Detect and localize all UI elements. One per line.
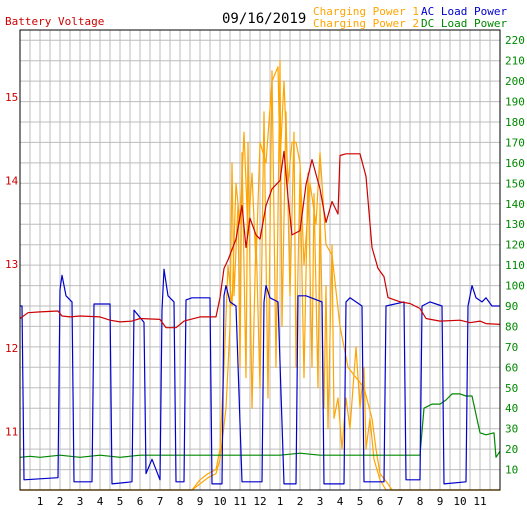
legend-charging-power-2: Charging Power 2 bbox=[313, 17, 419, 30]
right-axis-tick-label: 20 bbox=[505, 443, 518, 456]
right-axis-tick-label: 180 bbox=[505, 116, 525, 129]
left-axis-tick-label: 12 bbox=[5, 342, 18, 355]
x-axis-tick-label: 8 bbox=[177, 495, 184, 508]
right-axis-tick-label: 140 bbox=[505, 198, 525, 211]
x-axis-tick-label: 8 bbox=[417, 495, 424, 508]
right-axis-tick-label: 130 bbox=[505, 218, 525, 231]
x-axis-tick-label: 11 bbox=[233, 495, 246, 508]
right-axis-tick-label: 40 bbox=[505, 402, 518, 415]
right-axis-tick-label: 60 bbox=[505, 361, 518, 374]
left-axis-tick-label: 14 bbox=[5, 175, 19, 188]
x-axis-tick-label: 6 bbox=[137, 495, 144, 508]
x-axis-tick-label: 2 bbox=[57, 495, 64, 508]
right-axis-tick-label: 90 bbox=[505, 300, 518, 313]
series-line-battery-voltage bbox=[19, 150, 501, 329]
right-axis-tick-label: 170 bbox=[505, 136, 525, 149]
right-axis-tick-label: 220 bbox=[505, 34, 525, 47]
series-line-ac-load-power bbox=[20, 268, 500, 485]
x-axis-tick-label: 1 bbox=[277, 495, 284, 508]
x-axis-tick-label: 2 bbox=[297, 495, 304, 508]
right-axis-tick-label: 150 bbox=[505, 177, 525, 190]
x-axis-ticks: 1 2 3 4 5 6 7 8 9 10 11 12 1 2 3 4 5 6 7 8 9 10 11 bbox=[37, 495, 487, 508]
x-axis-tick-label: 3 bbox=[317, 495, 324, 508]
right-axis-tick-label: 190 bbox=[505, 96, 525, 109]
x-axis-tick-label: 11 bbox=[473, 495, 486, 508]
right-axis-tick-label: 80 bbox=[505, 320, 518, 333]
legend-charging-power-1: Charging Power 1 bbox=[313, 5, 419, 18]
right-axis-tick-label: 120 bbox=[505, 239, 525, 252]
series-line-charging-power-2 bbox=[20, 60, 500, 491]
x-axis-tick-label: 12 bbox=[253, 495, 266, 508]
x-axis-tick-label: 7 bbox=[397, 495, 404, 508]
right-axis-tick-label: 160 bbox=[505, 157, 525, 170]
chart-grid bbox=[20, 30, 500, 490]
x-axis-tick-label: 9 bbox=[197, 495, 204, 508]
legend-dc-load-power: DC Load Power bbox=[421, 17, 507, 30]
x-axis-tick-label: 3 bbox=[77, 495, 84, 508]
x-axis-tick-label: 10 bbox=[213, 495, 226, 508]
right-axis-tick-label: 200 bbox=[505, 75, 525, 88]
series-line-dc-load-power bbox=[19, 393, 501, 458]
x-axis-tick-label: 6 bbox=[377, 495, 384, 508]
left-axis-tick-label: 11 bbox=[5, 426, 18, 439]
right-axis-ticks: 10 20 30 40 50 60 70 80 90 100 110 120 130 140 150 160 1… bbox=[505, 34, 525, 476]
x-axis-tick-label: 4 bbox=[97, 495, 104, 508]
right-axis-tick-label: 70 bbox=[505, 341, 518, 354]
right-axis-tick-label: 100 bbox=[505, 280, 525, 293]
x-axis-tick-label: 7 bbox=[157, 495, 164, 508]
chart-date: 09/16/2019 bbox=[222, 11, 306, 27]
left-axis-title: Battery Voltage bbox=[5, 15, 104, 28]
x-axis-tick-label: 5 bbox=[117, 495, 124, 508]
right-axis-tick-label: 30 bbox=[505, 423, 518, 436]
right-axis-tick-label: 210 bbox=[505, 55, 525, 68]
x-axis-tick-label: 10 bbox=[453, 495, 466, 508]
x-axis-tick-label: 5 bbox=[357, 495, 364, 508]
right-axis-tick-label: 110 bbox=[505, 259, 525, 272]
plot-frame bbox=[19, 29, 501, 491]
left-axis-ticks: 11 12 13 14 15 bbox=[5, 91, 19, 439]
left-axis-tick-label: 15 bbox=[5, 91, 18, 104]
x-axis-tick-label: 9 bbox=[437, 495, 444, 508]
legend-ac-load-power: AC Load Power bbox=[421, 5, 507, 18]
right-axis-tick-label: 10 bbox=[505, 464, 518, 477]
x-axis-tick-label: 4 bbox=[337, 495, 344, 508]
x-axis-tick-label: 1 bbox=[37, 495, 44, 508]
series-group bbox=[19, 60, 501, 491]
right-axis-tick-label: 50 bbox=[505, 382, 518, 395]
left-axis-tick-label: 13 bbox=[5, 258, 18, 271]
